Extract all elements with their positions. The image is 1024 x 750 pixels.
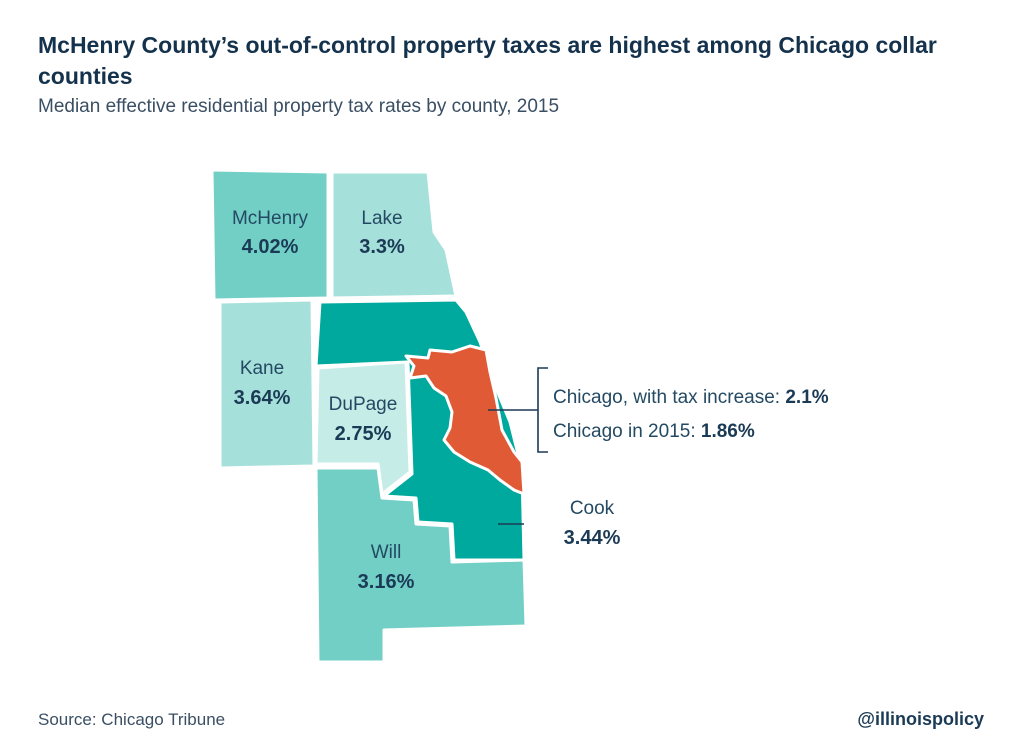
mchenry-value: 4.02% — [242, 236, 299, 258]
callout-lines — [488, 367, 548, 525]
cook-label: Cook — [570, 498, 615, 519]
chicago-increase-callout: Chicago, with tax increase: 2.1% — [553, 387, 829, 408]
county-will[interactable] — [314, 466, 528, 664]
chicago-city[interactable] — [404, 344, 526, 496]
chicago-increase-value: 2.1% — [785, 387, 828, 408]
kane-value: 3.64% — [234, 387, 291, 409]
chart-title: McHenry County’s out-of-control property… — [38, 32, 937, 89]
lake-label: Lake — [361, 208, 402, 229]
social-handle: @illinoispolicy — [857, 709, 984, 729]
kane-label: Kane — [240, 358, 284, 379]
dupage-value: 2.75% — [335, 423, 392, 445]
chicago-increase-label: Chicago, with tax increase: — [553, 387, 785, 408]
county-lake[interactable] — [330, 170, 458, 300]
cook-value: 3.44% — [564, 527, 621, 549]
chicago-callout-bracket — [537, 367, 548, 453]
will-value: 3.16% — [358, 571, 415, 593]
county-mchenry[interactable] — [210, 168, 330, 302]
chicago-current-callout: Chicago in 2015: 1.86% — [553, 421, 755, 442]
source-note: Source: Chicago Tribune — [38, 710, 226, 729]
dupage-label: DuPage — [329, 394, 398, 415]
chicago-current-value: 1.86% — [701, 421, 755, 442]
chicago-current-label: Chicago in 2015: — [553, 421, 701, 442]
will-label: Will — [371, 542, 402, 563]
mchenry-label: McHenry — [232, 208, 309, 229]
chart-subtitle: Median effective residential property ta… — [38, 96, 560, 117]
lake-value: 3.3% — [359, 236, 405, 258]
county-kane[interactable] — [218, 298, 316, 470]
